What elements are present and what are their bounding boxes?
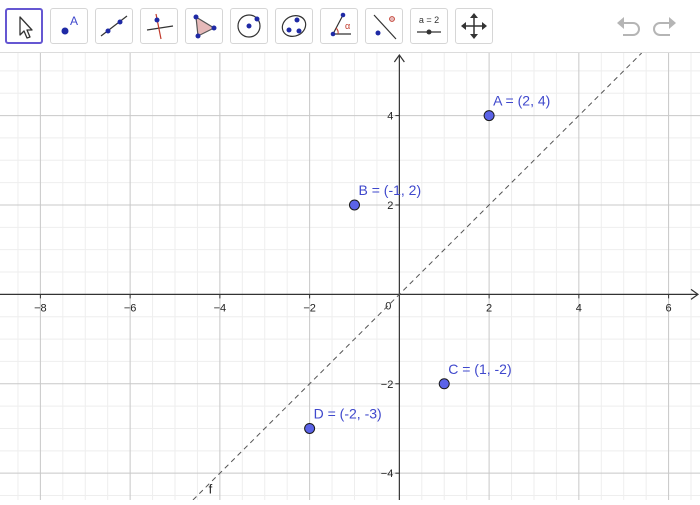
point-B-label[interactable]: B = (-1, 2) xyxy=(358,182,421,198)
x-axis-arrow-icon xyxy=(690,288,700,300)
x-tick-label: −8 xyxy=(34,302,47,314)
move-graphics-view-tool-icon xyxy=(461,13,487,39)
x-tick-label: 2 xyxy=(486,302,492,314)
point-A-label[interactable]: A = (2, 4) xyxy=(493,93,550,109)
y-tick-label: −2 xyxy=(381,379,394,391)
conic-tool-icon xyxy=(281,15,307,37)
point-C[interactable] xyxy=(438,378,450,390)
polygon-tool-icon xyxy=(193,14,217,39)
move-graphics-view-tool[interactable] xyxy=(455,8,493,44)
redo-icon xyxy=(653,17,676,36)
x-tick-label: −4 xyxy=(214,302,227,314)
y-tick-label: −4 xyxy=(381,468,394,480)
point-tool[interactable]: A xyxy=(50,8,88,44)
y-tick-label: 4 xyxy=(387,111,393,123)
x-tick-label: −2 xyxy=(303,302,316,314)
toolbar: A xyxy=(0,0,700,53)
circle-center-point-tool[interactable] xyxy=(230,8,268,44)
point-tool-icon: A xyxy=(61,14,78,35)
point-C-label[interactable]: C = (1, -2) xyxy=(448,361,511,377)
move-tool[interactable] xyxy=(5,8,43,44)
line-f[interactable] xyxy=(192,52,643,501)
point-tool-glyph: A xyxy=(70,14,78,28)
circle-center-point-tool-icon xyxy=(237,14,261,38)
angle-tool-glyph: α xyxy=(345,21,350,31)
line-tool-icon xyxy=(100,15,128,37)
move-tool-icon xyxy=(19,16,33,39)
angle-tool[interactable]: α xyxy=(320,8,358,44)
graphics-view[interactable]: −8 −6 −4 −2 2 4 6 −4 −2 2 4 0 f A = (2, 4) B = (-1, 2)… xyxy=(0,52,700,501)
undo-icon xyxy=(617,17,640,36)
perpendicular-line-tool-icon xyxy=(146,13,174,40)
conic-tool[interactable] xyxy=(275,8,313,44)
slider-tool[interactable]: a = 2 xyxy=(410,8,448,44)
perpendicular-line-tool[interactable] xyxy=(140,8,178,44)
y-tick-label: 2 xyxy=(387,200,393,212)
point-D[interactable] xyxy=(304,422,316,434)
angle-tool-icon: α xyxy=(330,12,351,37)
redo-button[interactable] xyxy=(650,14,680,40)
y-axis-arrow-icon xyxy=(393,53,405,63)
line-f-label: f xyxy=(209,481,213,496)
line-tool[interactable] xyxy=(95,8,133,44)
reflect-tool[interactable] xyxy=(365,8,403,44)
point-B[interactable] xyxy=(348,199,360,211)
slider-tool-glyph: a = 2 xyxy=(419,15,439,25)
slider-tool-icon: a = 2 xyxy=(417,15,441,35)
reflect-tool-icon xyxy=(373,14,397,40)
origin-label: 0 xyxy=(385,300,391,312)
point-A[interactable] xyxy=(483,110,495,122)
x-tick-label: 6 xyxy=(666,302,672,314)
x-tick-label: −6 xyxy=(124,302,137,314)
undo-button[interactable] xyxy=(613,14,643,40)
graphics-canvas[interactable]: −8 −6 −4 −2 2 4 6 −4 −2 2 4 0 f A = (2, 4) B = (-1, 2)… xyxy=(0,52,700,501)
x-tick-label: 4 xyxy=(576,302,582,314)
polygon-tool[interactable] xyxy=(185,8,223,44)
point-D-label[interactable]: D = (-2, -3) xyxy=(314,405,382,421)
